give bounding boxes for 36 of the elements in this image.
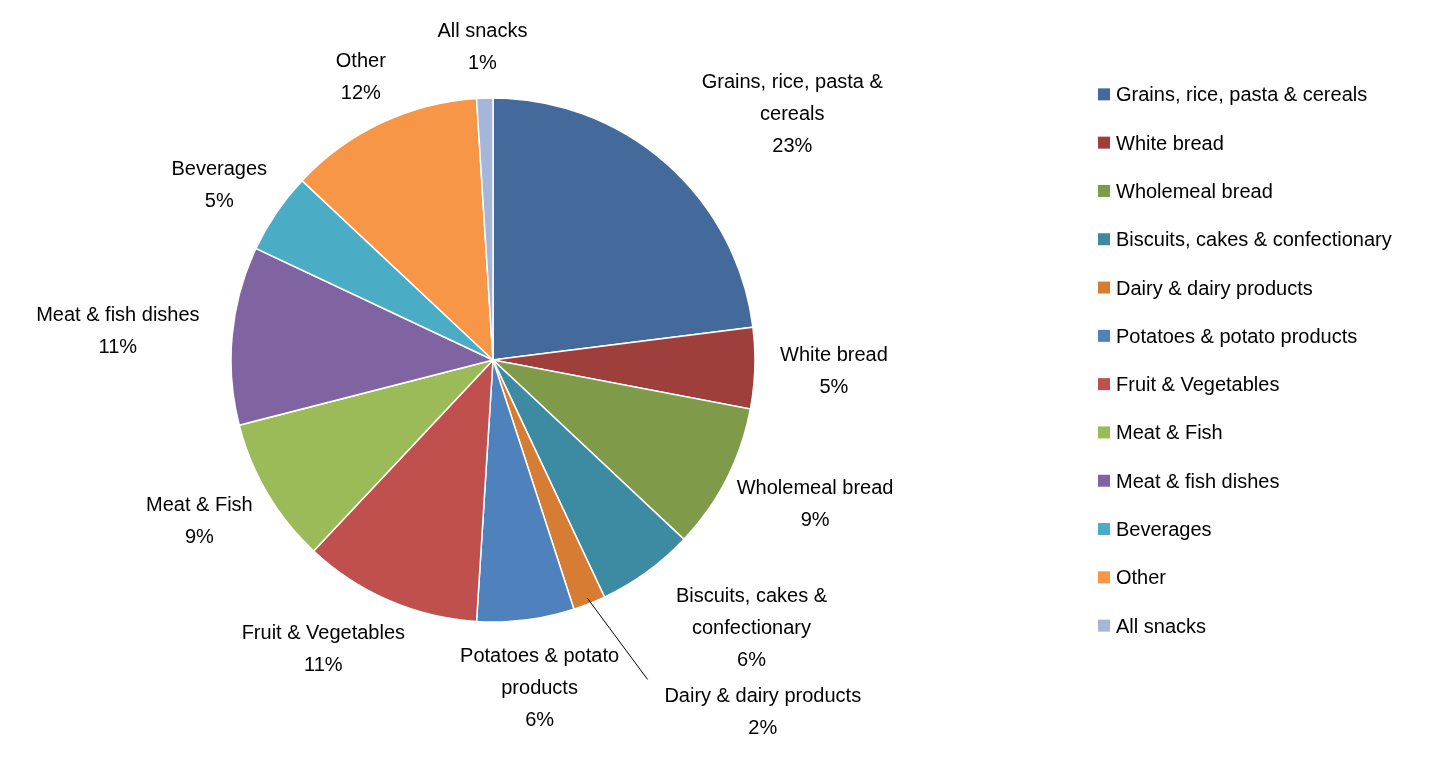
data-label: 9% xyxy=(800,507,830,530)
legend-label: Other xyxy=(1116,566,1167,589)
slice-label: Meat & Fish xyxy=(146,492,253,515)
slice-label: Meat & fish dishes xyxy=(36,303,200,326)
slice-label: Biscuits, cakes & confectionary xyxy=(675,584,828,639)
legend-label: Dairy & dairy products xyxy=(1116,276,1313,299)
legend-label: Fruit & Vegetables xyxy=(1116,373,1280,396)
legend-label: Grains, rice, pasta & cereals xyxy=(1116,83,1368,106)
data-label: 2% xyxy=(748,716,778,739)
slice-label: Beverages xyxy=(171,156,268,179)
legend-label: Potatoes & potato products xyxy=(1116,324,1358,347)
legend-label: Wholemeal bread xyxy=(1116,179,1273,202)
data-label: 9% xyxy=(184,524,215,547)
data-label: 11% xyxy=(98,335,138,358)
slice-label: Grains, rice, pasta & cereals xyxy=(701,69,884,124)
data-label: 12% xyxy=(340,80,382,103)
legend-label: Beverages xyxy=(1116,518,1212,541)
data-label: 5% xyxy=(204,188,234,211)
slice-label: Wholemeal bread xyxy=(736,475,894,498)
data-label: 5% xyxy=(819,374,849,397)
legend-label: Meat & fish dishes xyxy=(1116,469,1280,492)
slice-label: Other xyxy=(335,48,387,71)
data-label: 6% xyxy=(525,708,555,731)
legend-label: White bread xyxy=(1116,131,1224,154)
slice-label: Fruit & Vegetables xyxy=(241,621,406,644)
data-label: 23% xyxy=(772,133,813,156)
data-label: 11% xyxy=(304,653,343,676)
slice-label: Dairy & dairy products xyxy=(664,684,862,707)
slice-label: All snacks xyxy=(437,19,528,42)
data-label: 6% xyxy=(737,648,767,671)
legend-label: Meat & Fish xyxy=(1116,421,1223,444)
legend-label: All snacks xyxy=(1116,614,1207,637)
data-label: 1% xyxy=(467,51,498,74)
slice-label: White bread xyxy=(780,342,888,365)
slice-label: Potatoes & potato products xyxy=(460,644,620,699)
legend-label: Biscuits, cakes & confectionary xyxy=(1116,228,1392,251)
